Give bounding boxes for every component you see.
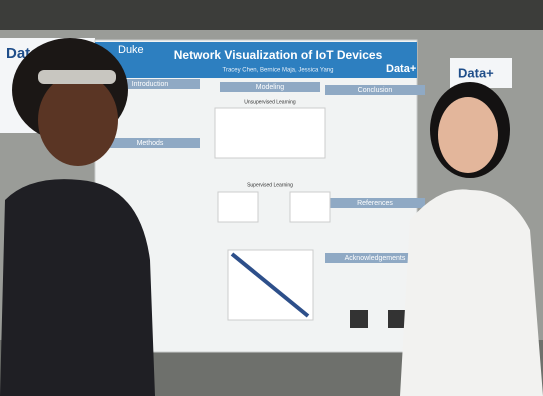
- blouse: [400, 189, 543, 396]
- qr-code: [350, 310, 368, 328]
- top: [0, 179, 155, 396]
- qr-code: [388, 310, 406, 328]
- face: [438, 97, 498, 173]
- scatter-figure: [214, 107, 326, 159]
- heatmap-figure: [289, 191, 331, 223]
- ceiling: [0, 0, 543, 30]
- matrix-diagonal: [230, 252, 310, 318]
- section-header: Methods: [137, 140, 164, 147]
- subsection-header: Supervised Learning: [247, 182, 293, 188]
- poster-title: Network Visualization of IoT Devices: [174, 48, 383, 62]
- sign-logo: Data+: [458, 65, 494, 80]
- poster-header: [95, 42, 417, 78]
- face: [38, 74, 118, 166]
- section-header: Introduction: [132, 81, 169, 88]
- section-bar: [220, 82, 320, 92]
- section-bar: [100, 79, 200, 89]
- subsection-header: Unsupervised Learning: [244, 99, 296, 105]
- headband: [38, 70, 116, 84]
- heatmap-figure: [217, 191, 259, 223]
- section-header: Acknowledgements: [345, 255, 406, 262]
- section-header: References: [357, 200, 393, 207]
- section-bar: [100, 138, 200, 148]
- institution: Duke: [118, 44, 144, 56]
- section-bar: [325, 85, 425, 95]
- section-bar: [325, 253, 425, 263]
- sign-board: [450, 58, 512, 88]
- section-headers: Introduction Methods Modeling Conclusion Ref…: [100, 79, 425, 263]
- poster-authors: Tracey Chen, Bernice Maja, Jessica Yang: [223, 68, 334, 74]
- section-header: Modeling: [256, 84, 285, 91]
- section-bar: [325, 198, 425, 208]
- poster-logo: Data+: [386, 63, 416, 75]
- section-header: Conclusion: [358, 87, 393, 94]
